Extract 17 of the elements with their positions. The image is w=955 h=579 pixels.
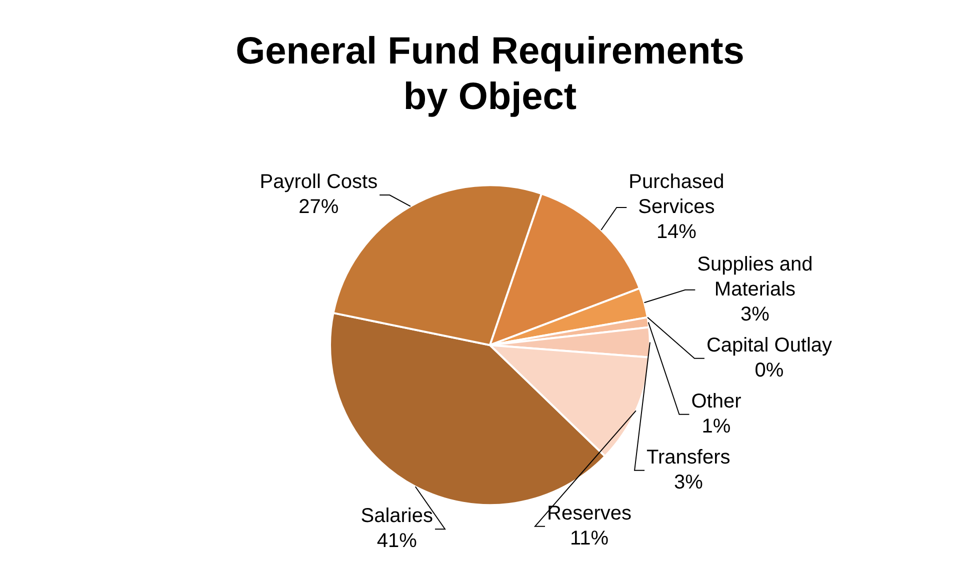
data-label: 27%: [298, 196, 339, 218]
data-label: 1%: [702, 415, 731, 438]
slice-label: Other: [691, 390, 742, 412]
data-label: 3%: [674, 471, 704, 494]
slice-label: Salaries: [360, 505, 434, 528]
data-label: 11%: [570, 527, 609, 550]
data-label: 3%: [740, 303, 770, 326]
slice-label: Transfers: [646, 446, 730, 468]
data-label: 41%: [376, 530, 418, 552]
slice-label: Reserves: [546, 502, 632, 524]
data-label: 14%: [656, 221, 697, 244]
chart-title: General Fund Requirements by Object: [236, 30, 744, 118]
legend-label: Capital Outlay: [706, 334, 832, 356]
text: 0%: [754, 359, 784, 382]
slice-label: Supplies and Materials: [697, 253, 813, 300]
slice-label: Payroll Costs: [260, 171, 378, 194]
slice-label: Purchased Services: [628, 171, 724, 218]
